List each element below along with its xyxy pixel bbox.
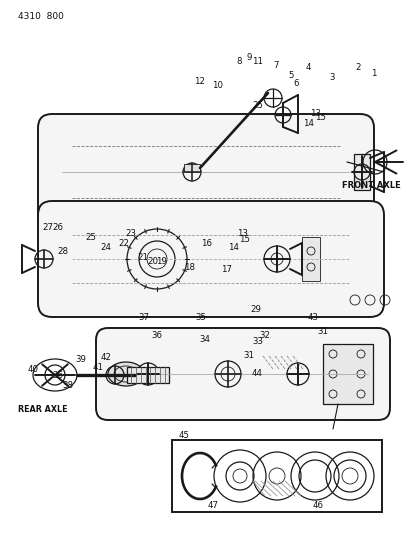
- Text: 36: 36: [53, 370, 64, 379]
- Text: 20: 20: [148, 257, 158, 266]
- Text: 36: 36: [151, 330, 162, 340]
- Text: 22: 22: [118, 239, 129, 248]
- FancyBboxPatch shape: [38, 201, 384, 317]
- Text: 15: 15: [239, 236, 251, 245]
- Bar: [184, 164, 200, 172]
- Text: 7: 7: [273, 61, 279, 69]
- Text: 11: 11: [253, 58, 264, 67]
- Text: 31: 31: [317, 327, 328, 335]
- Ellipse shape: [114, 366, 138, 382]
- Text: 3: 3: [329, 72, 335, 82]
- Text: 4: 4: [305, 63, 311, 72]
- Text: 44: 44: [251, 368, 262, 377]
- Text: 26: 26: [53, 223, 64, 232]
- Bar: [127, 367, 169, 383]
- Text: 24: 24: [100, 244, 111, 253]
- Text: 38: 38: [62, 382, 73, 391]
- Text: 43: 43: [308, 313, 319, 322]
- Text: 45: 45: [179, 432, 189, 440]
- Text: 18: 18: [184, 263, 195, 272]
- Bar: [172, 440, 382, 512]
- Text: 8: 8: [236, 58, 242, 67]
- Text: 32: 32: [259, 330, 271, 340]
- Text: 39: 39: [75, 356, 86, 365]
- FancyBboxPatch shape: [38, 114, 374, 230]
- Text: 6: 6: [293, 78, 299, 87]
- Text: 29: 29: [251, 305, 262, 314]
- Bar: [302, 237, 320, 281]
- Text: 35: 35: [195, 312, 206, 321]
- Text: 1: 1: [371, 69, 377, 77]
- Text: 42: 42: [100, 353, 111, 362]
- Text: 5: 5: [288, 70, 294, 79]
- Text: 19: 19: [155, 257, 166, 266]
- Text: 9: 9: [246, 53, 252, 62]
- Text: 37: 37: [138, 313, 149, 322]
- Text: 27: 27: [42, 223, 53, 232]
- Ellipse shape: [108, 362, 144, 386]
- Text: 28: 28: [58, 247, 69, 256]
- Text: 34: 34: [200, 335, 211, 343]
- Bar: [354, 154, 370, 190]
- Text: 2: 2: [355, 63, 361, 72]
- Text: 14: 14: [304, 118, 315, 127]
- Text: 15: 15: [315, 112, 326, 122]
- Text: 14: 14: [228, 244, 239, 253]
- Text: 31: 31: [244, 351, 255, 360]
- Text: 46: 46: [313, 502, 324, 511]
- Text: 25: 25: [86, 233, 97, 243]
- Text: 40: 40: [27, 366, 38, 375]
- Text: 21: 21: [137, 254, 149, 262]
- Bar: [323, 344, 373, 404]
- Text: 13: 13: [310, 109, 322, 117]
- Text: 12: 12: [195, 77, 206, 86]
- Text: 23: 23: [126, 230, 137, 238]
- Text: 17: 17: [222, 264, 233, 273]
- Text: 10: 10: [213, 80, 224, 90]
- Text: 13: 13: [237, 230, 248, 238]
- Text: REAR AXLE: REAR AXLE: [18, 406, 67, 415]
- Text: 25: 25: [253, 101, 264, 109]
- Text: 47: 47: [208, 502, 219, 511]
- Text: 4310  800: 4310 800: [18, 12, 64, 21]
- Text: 16: 16: [202, 239, 213, 248]
- Text: 41: 41: [93, 364, 104, 373]
- FancyBboxPatch shape: [96, 328, 390, 420]
- Text: 33: 33: [253, 337, 264, 346]
- Text: FRONT AXLE: FRONT AXLE: [342, 182, 401, 190]
